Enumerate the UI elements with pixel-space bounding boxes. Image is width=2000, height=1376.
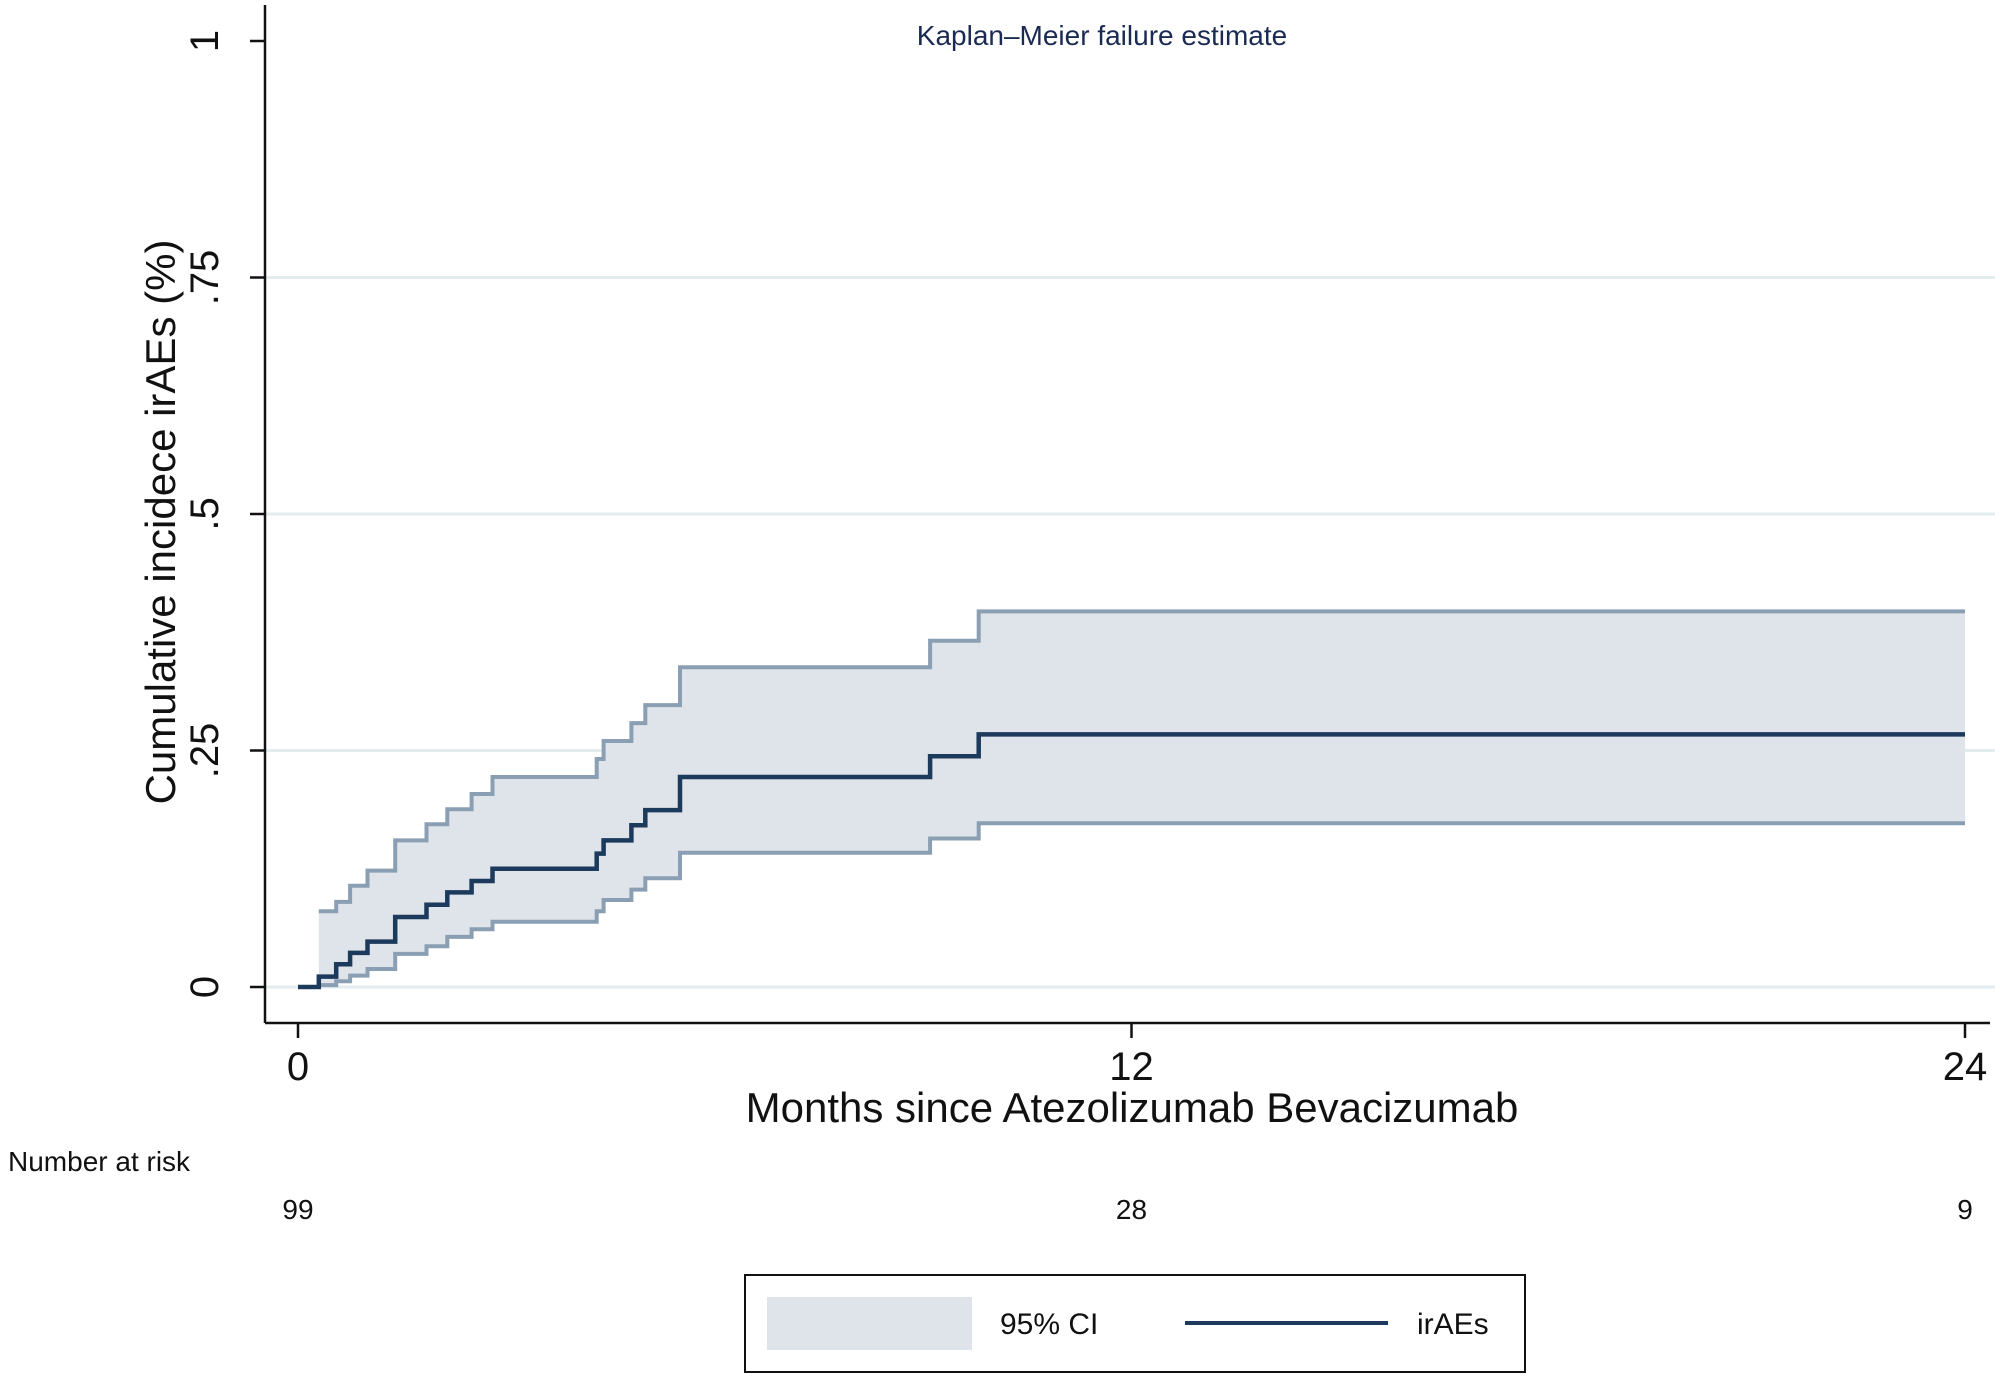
- x-axis-label: Months since Atezolizumab Bevacizumab: [746, 1084, 1519, 1131]
- irAEs-line: [298, 732, 1965, 990]
- y-tick-label: .75: [183, 250, 227, 306]
- ci-lower-line: [318, 821, 1965, 988]
- axis-ticks: 0 .25 .5 .75 1 0 12 24: [183, 30, 1987, 1089]
- x-tick-label: 24: [1943, 1045, 1988, 1089]
- number-at-risk-label: Number at risk: [8, 1146, 191, 1177]
- ci-band-layer: [318, 611, 1965, 986]
- y-tick-label: 0: [183, 976, 227, 998]
- ci-band: [318, 611, 1965, 986]
- ci-upper-line: [318, 609, 1965, 914]
- x-tick-label: 12: [1109, 1045, 1154, 1089]
- number-at-risk-value: 9: [1957, 1194, 1973, 1225]
- y-tick-label: .5: [183, 497, 227, 530]
- number-at-risk-value: 28: [1116, 1194, 1147, 1225]
- legend-line-label: irAEs: [1417, 1308, 1489, 1341]
- number-at-risk-value: 99: [282, 1194, 313, 1225]
- series-line-layer: [298, 609, 1965, 990]
- legend: 95% CI irAEs: [744, 1274, 1526, 1373]
- legend-ci-label: 95% CI: [1000, 1308, 1098, 1341]
- y-axis-label: Cumulative incidece irAEs (%): [137, 240, 184, 805]
- number-at-risk-values: 99 28 9: [282, 1194, 1972, 1225]
- legend-ci-swatch: [767, 1297, 972, 1350]
- chart-title: Kaplan–Meier failure estimate: [917, 20, 1287, 51]
- y-tick-label: .25: [183, 723, 227, 779]
- x-tick-label: 0: [287, 1045, 309, 1089]
- y-tick-label: 1: [183, 30, 227, 52]
